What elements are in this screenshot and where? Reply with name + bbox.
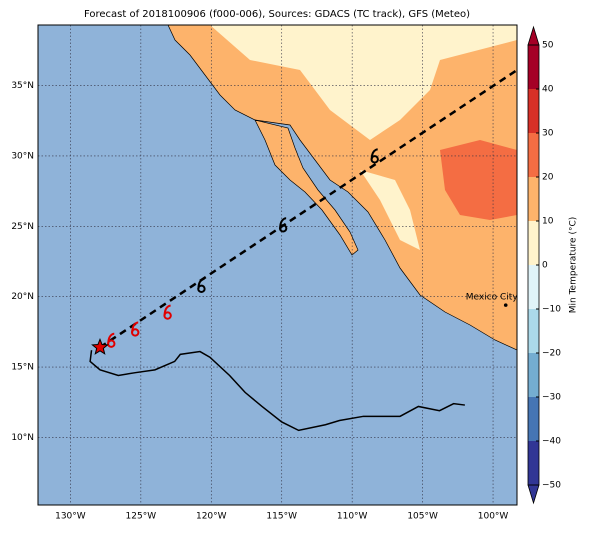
baja [254,119,359,256]
storm-arm [131,321,139,333]
colorbar-segment [528,221,539,265]
colorbar-tick-label: −10 [542,305,561,315]
colorbar: −50 −40 −30 −20 −10 0 10 20 30 40 50 [527,25,561,505]
colorbar-tick-label: 0 [542,261,548,271]
x-tick-label: 125°W [126,512,157,522]
storm-marker [131,321,140,337]
x-tick-label: 115°W [266,512,297,522]
y-tick-label: 10°N [11,433,34,443]
land-cool [210,25,517,140]
colorbar-tick-label: 50 [542,41,554,51]
colorbar-segment [528,133,539,177]
storm-marker [197,277,206,294]
colorbar-segment [528,177,539,221]
x-tick-label: 105°W [407,512,438,522]
storm-arm [107,332,115,344]
colorbar-tick-label: 30 [542,129,554,139]
colorbar-tick-label: 40 [542,85,554,95]
colorbar-segment [528,45,539,89]
grid [38,25,517,505]
colorbar-tick-label: 20 [542,173,554,183]
y-tick-label: 20°N [11,292,34,302]
colorbar-tick-label: −40 [542,437,561,447]
storm-marker [163,304,172,320]
storm-marker [278,217,288,233]
axes: 130°W 125°W 120°W 115°W 110°W 105°W 100°W 10°N 1… [11,81,508,521]
colorbar-tick-label: −30 [542,393,561,403]
colorbar-tick-label: −20 [542,349,561,359]
y-tick-label: 30°N [11,151,34,161]
past-track [89,350,465,432]
storm-arm [370,148,378,160]
land-warm [440,140,517,220]
storm-arm [163,304,171,316]
storm-marker [107,332,116,348]
colorbar-segment [528,309,539,353]
city-dot [503,303,508,307]
colorbar-label: Min Temperature (°C) [569,217,579,314]
tracks: Mexico City [89,69,519,432]
x-tick-label: 110°W [337,512,368,522]
x-tick-label: 100°W [478,512,509,522]
colorbar-tick-label: 10 [542,217,554,227]
city-label: Mexico City [466,293,519,303]
storm-arm [279,217,287,229]
map-area: Mexico City [38,25,519,505]
x-tick-label: 130°W [55,512,86,522]
storm-marker [370,148,379,164]
colorbar-segment [528,397,539,441]
storm-arm [197,277,205,289]
current-position [91,337,109,355]
land-cool [360,170,420,250]
colorbar-segment [528,441,539,485]
colorbar-extend-top [527,25,540,46]
chart-title: Forecast of 2018100906 (f000-006), Sourc… [84,9,470,20]
colorbar-segment [528,89,539,133]
colorbar-segment [528,265,539,309]
colorbar-segment [528,353,539,397]
x-tick-label: 120°W [196,512,227,522]
plot-frame [37,24,518,506]
y-tick-label: 25°N [11,222,34,232]
y-tick-label: 15°N [11,363,34,373]
colorbar-extend-bottom [527,484,540,505]
y-tick-label: 35°N [11,81,34,91]
colorbar-tick-label: −50 [542,481,561,491]
